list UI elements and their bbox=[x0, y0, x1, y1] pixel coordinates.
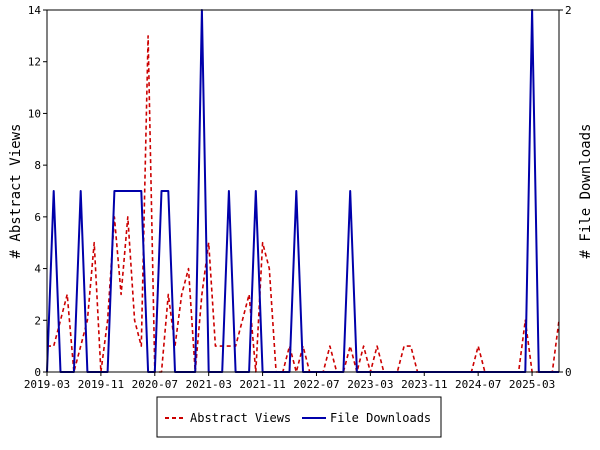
x-tick-label: 2019-11 bbox=[78, 378, 124, 391]
x-tick-label: 2023-11 bbox=[401, 378, 447, 391]
series-line-1 bbox=[46, 9, 559, 373]
series-layer bbox=[46, 9, 560, 373]
x-tick-label: 2019-03 bbox=[24, 378, 70, 391]
y-tick-label-left: 4 bbox=[34, 263, 41, 276]
x-tick-label: 2020-07 bbox=[132, 378, 178, 391]
y-axis-title-left: # Abstract Views bbox=[8, 124, 24, 259]
y-tick-label-left: 6 bbox=[34, 211, 41, 224]
x-tick-label: 2025-03 bbox=[509, 378, 555, 391]
x-tick-label: 2022-07 bbox=[293, 378, 339, 391]
y-tick-label-left: 14 bbox=[28, 4, 42, 17]
y-tick-label-left: 0 bbox=[34, 366, 41, 379]
x-tick-label: 2021-11 bbox=[239, 378, 285, 391]
legend-box bbox=[156, 396, 442, 438]
x-tick-label: 2024-07 bbox=[455, 378, 501, 391]
plot-frame bbox=[46, 9, 560, 373]
y-tick-label-right: 0 bbox=[565, 366, 572, 379]
y-axis-title-right: # File Downloads bbox=[578, 124, 594, 259]
y-tick-label-left: 10 bbox=[28, 107, 41, 120]
y-tick-label-right: 2 bbox=[565, 4, 572, 17]
axis-layer: 0 2 4 6 8 10 12 14 0 2 2019-03 2019-11 2020-07 2021-0… bbox=[24, 4, 572, 391]
legend: Abstract Views File Downloads bbox=[156, 396, 442, 438]
y-tick-label-left: 8 bbox=[34, 159, 41, 172]
legend-label-file-downloads: File Downloads bbox=[330, 411, 431, 425]
y-tick-label-left: 2 bbox=[34, 314, 41, 327]
x-tick-label: 2023-03 bbox=[347, 378, 393, 391]
y-tick-label-left: 12 bbox=[28, 56, 41, 69]
x-tick-label: 2021-03 bbox=[186, 378, 232, 391]
legend-label-abstract-views: Abstract Views bbox=[190, 411, 291, 425]
series-line-0 bbox=[47, 35, 560, 373]
